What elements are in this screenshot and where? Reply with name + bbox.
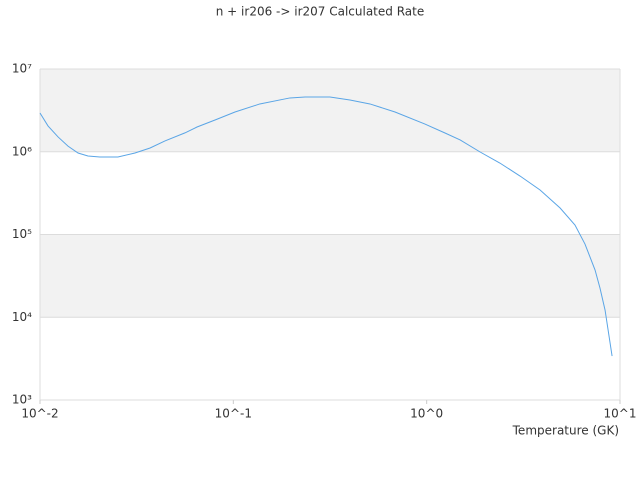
y-tick-label: 10⁵ — [12, 227, 32, 241]
x-tick-label: 10^-1 — [215, 407, 252, 421]
plot-band — [40, 234, 620, 318]
y-tick-label: 10⁶ — [12, 144, 32, 158]
x-axis-label: Temperature (GK) — [512, 424, 619, 438]
x-tick-label: 10^-2 — [21, 407, 58, 421]
x-tick-label: 10^0 — [410, 407, 443, 421]
data-line — [39, 96, 613, 357]
x-tick-label: 10^1 — [604, 407, 637, 421]
y-tick-label: 10³ — [12, 393, 32, 407]
y-tick-label: 10⁴ — [12, 310, 32, 324]
plot-band — [40, 69, 620, 152]
y-tick-label: 10⁷ — [12, 62, 32, 76]
chart-title: n + ir206 -> ir207 Calculated Rate — [216, 5, 424, 19]
